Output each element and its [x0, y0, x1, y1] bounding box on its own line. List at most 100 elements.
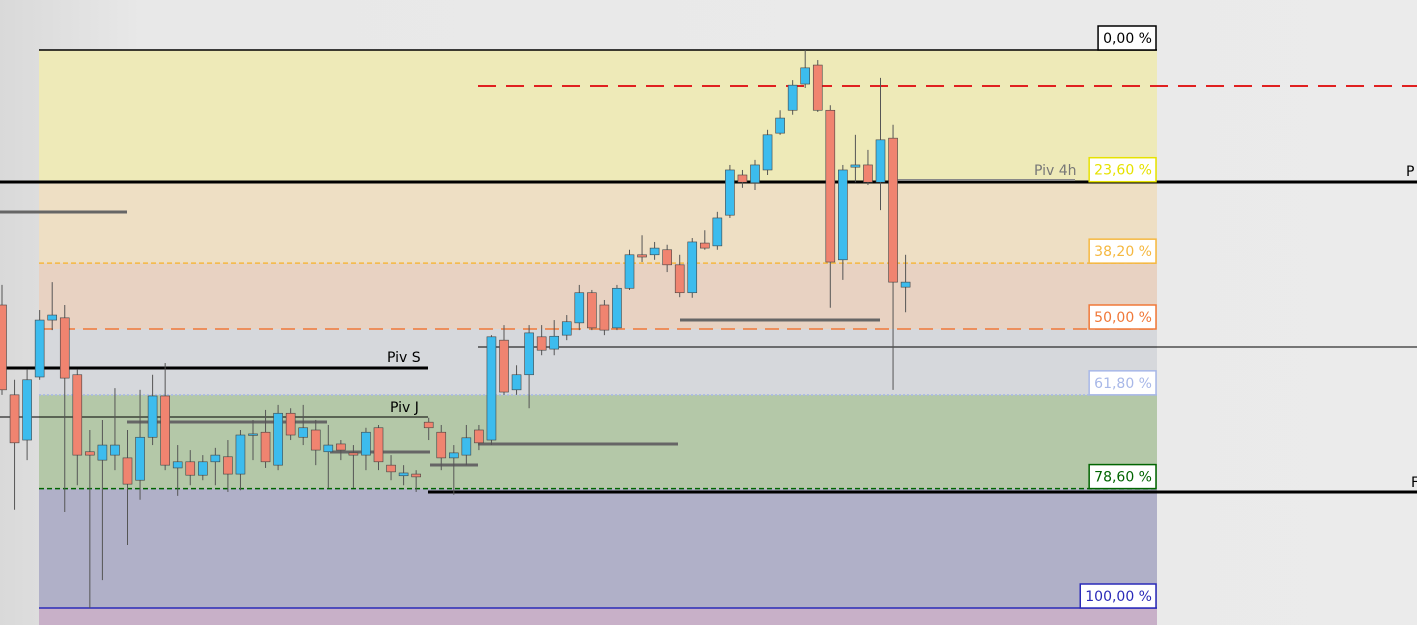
fib-zone [39, 50, 1157, 182]
candle-body [574, 292, 585, 324]
candle-body [323, 444, 334, 453]
candle-body [198, 461, 208, 476]
fib-label-box [1088, 156, 1157, 183]
candle-body [674, 264, 685, 294]
fib-zone [39, 263, 1157, 329]
candle-body [561, 321, 572, 336]
fib-label: 23,60 % [1094, 163, 1152, 179]
candle-body [85, 451, 95, 456]
fib-levels [39, 49, 1157, 609]
candle-body [336, 443, 346, 451]
fib-zone [39, 181, 1157, 264]
candle-body [361, 431, 371, 456]
fib-label-box [1088, 463, 1157, 490]
candle-body [587, 292, 597, 329]
candle-body [0, 304, 7, 391]
candle-body [122, 457, 133, 485]
fib-label-box [1088, 238, 1157, 264]
candle-body [549, 335, 560, 350]
candle-body [687, 241, 698, 294]
fib-zone [39, 329, 1157, 395]
candle-body [649, 247, 660, 256]
pivot-label: Piv J [390, 400, 419, 416]
candle-body [436, 431, 447, 459]
candle-body [499, 339, 509, 393]
candle-body [310, 429, 321, 451]
fib-label: 38,20 % [1094, 244, 1152, 260]
candle-body [637, 254, 647, 258]
fib-label: 78,60 % [1094, 470, 1152, 486]
candle-body [72, 374, 83, 456]
candle-body [135, 436, 145, 481]
candle-body [298, 427, 309, 438]
candle-body [461, 437, 472, 456]
candle-body [612, 287, 622, 329]
candle-body [285, 412, 296, 436]
fib-label: 50,00 % [1094, 310, 1152, 326]
candle-body [172, 461, 183, 469]
candle-body [486, 336, 497, 441]
fib-label-box [1088, 370, 1157, 396]
candle-body [273, 412, 283, 466]
candle-body [235, 434, 246, 475]
labels: 0,00 % 23,60 % 38,20 % 50,00 % 61,80 % 78,60 … [1079, 25, 1157, 609]
candle-body [348, 452, 359, 456]
candle-body [223, 456, 233, 475]
fib-label: 61,80 % [1094, 376, 1152, 392]
candle-body [511, 374, 522, 391]
candle-body [147, 395, 158, 438]
candle-body [712, 217, 723, 247]
candle-body [775, 117, 785, 134]
fib-zone [39, 488, 1157, 608]
candle-body [838, 169, 848, 261]
candle-body [725, 169, 735, 216]
candle-body [699, 242, 710, 249]
candle-body [599, 304, 610, 331]
candle-body [474, 429, 484, 444]
candle-body [22, 379, 32, 441]
fib-zones [39, 50, 1157, 608]
candle-body [662, 249, 672, 266]
fib-label: 0,00 % [1103, 31, 1152, 47]
candle-body [875, 139, 886, 183]
pivot-label: Piv S [387, 350, 421, 366]
candle-body [373, 427, 384, 463]
candle-body [448, 452, 459, 459]
candle-body [812, 64, 823, 111]
candle-body [386, 464, 396, 473]
candle-body [762, 134, 773, 171]
candle-body [536, 336, 547, 351]
candle-body [800, 67, 811, 85]
candle-body [737, 174, 748, 183]
candle-body [210, 454, 221, 463]
fib-label-box [1088, 304, 1157, 330]
candle-body [260, 431, 271, 463]
candle-body [423, 421, 434, 429]
candle-body [398, 472, 409, 477]
extension-zone [39, 608, 1157, 625]
candle-body [624, 254, 635, 289]
pivot-label: F [1411, 475, 1417, 491]
candle-body [825, 109, 836, 263]
fib-label-box [1097, 25, 1157, 51]
candle-body [787, 84, 798, 111]
candle-body [47, 314, 58, 321]
candle-body [524, 332, 534, 376]
candle-body [160, 395, 170, 466]
candle-body [888, 137, 898, 283]
candle-body [59, 317, 70, 379]
candle-body [110, 444, 120, 456]
candle-body [411, 473, 421, 478]
fib-label-box [1079, 583, 1157, 609]
pivot-label: P [1406, 164, 1414, 180]
candle-body [248, 433, 258, 436]
candle-body [34, 319, 45, 378]
candle-body [863, 164, 873, 183]
fib-label: 100,00 % [1085, 589, 1152, 605]
pivot-label: Piv 4h [1034, 163, 1077, 179]
pivot-lines [0, 85, 1417, 494]
candle-body [850, 164, 861, 168]
candle-body [900, 281, 911, 288]
